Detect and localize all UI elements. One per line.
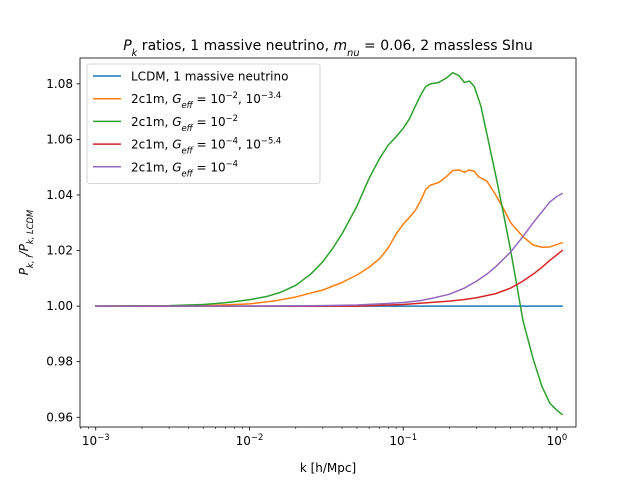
x-tick-label: 100 (547, 432, 568, 448)
legend-entry: LCDM, 1 massive neutrino (131, 70, 288, 84)
x-tick-label: 10−1 (389, 432, 417, 448)
x-axis-label: k [h/Mpc] (300, 461, 356, 475)
y-tick-label: 0.98 (46, 355, 73, 369)
x-axis: 10−3 10−2 10−1 100 (80, 427, 568, 448)
y-tick-label: 1.06 (46, 132, 73, 146)
series-line-2 (94, 169, 564, 307)
axes-frame (79, 57, 577, 428)
legend-entry: 2c1m, Geff = 10−4 (131, 158, 238, 178)
series-group (94, 71, 564, 416)
y-tick-label: 1.08 (46, 77, 73, 91)
legend-entry: 2c1m, Geff = 10−2, 10−3.4 (131, 90, 281, 110)
plot-area (79, 57, 577, 428)
chart-title: Pk ratios, 1 massive neutrino, mnu = 0.0… (123, 38, 533, 59)
legend: LCDM, 1 massive neutrino 2c1m, Geff = 10−… (86, 63, 321, 184)
series-line-4 (94, 249, 564, 307)
series-line-5 (94, 192, 564, 307)
y-tick-label: 1.04 (46, 188, 73, 202)
y-tick-label: 1.02 (46, 244, 73, 258)
legend-entry: 2c1m, Geff = 10−2 (131, 113, 238, 133)
legend-entry: 2c1m, Geff = 10−4, 10−5.4 (131, 136, 281, 156)
y-tick-label: 1.00 (46, 299, 73, 313)
x-tick-label: 10−3 (82, 432, 110, 448)
y-axis-label: Pk, i/Pk, LCDM (17, 210, 35, 275)
x-tick-label: 10−2 (236, 432, 264, 448)
series-line-3 (94, 71, 564, 416)
legend-box (86, 63, 321, 184)
y-tick-label: 0.96 (46, 410, 73, 424)
y-axis: 0.96 0.98 1.00 1.02 1.04 1.06 1.08 (46, 77, 80, 424)
